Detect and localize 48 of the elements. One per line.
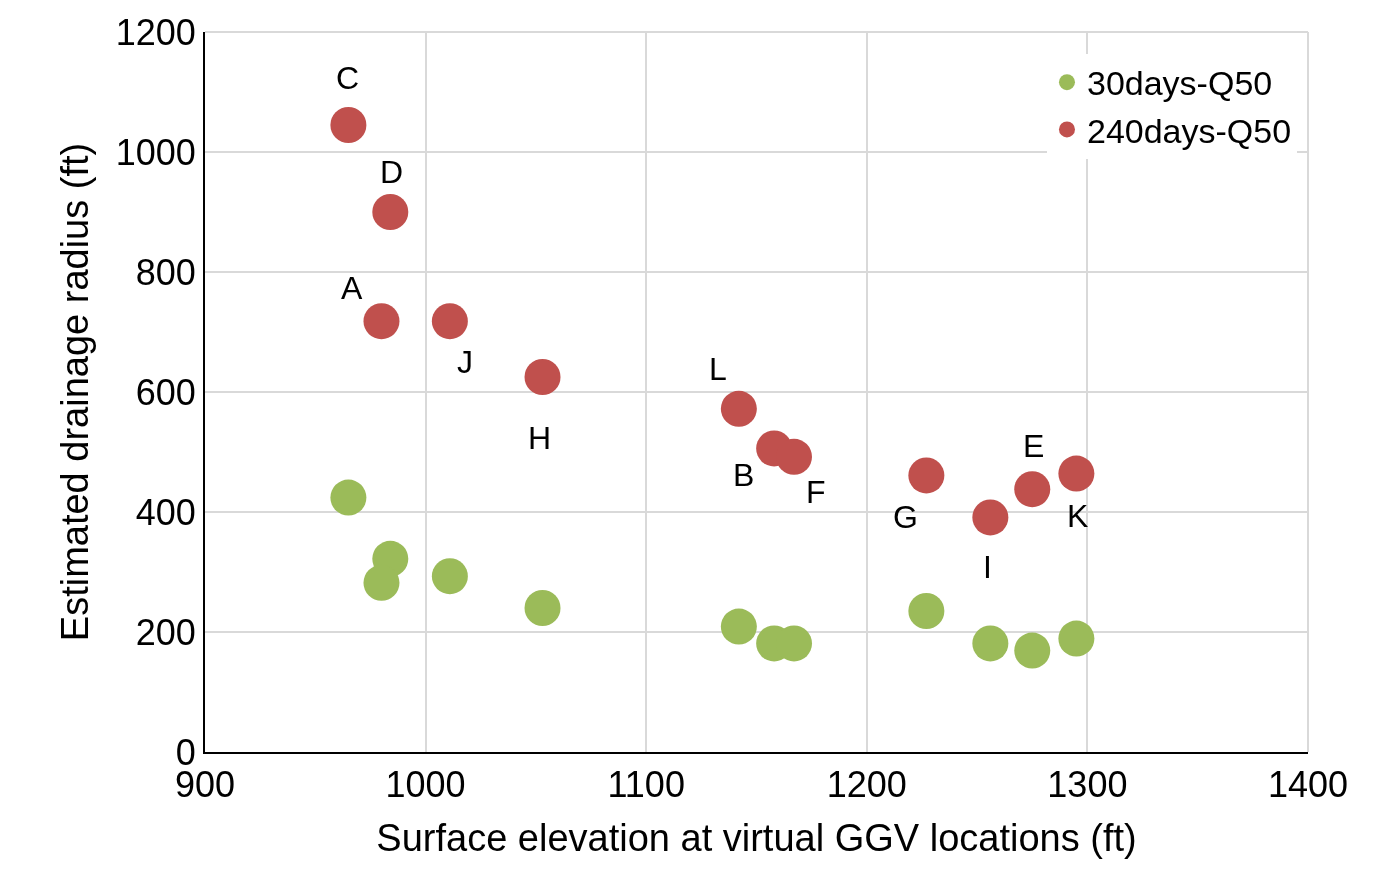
x-tick-label: 900 [174,764,236,806]
annotation: J [457,344,473,380]
x-tick-label: 1100 [607,764,685,806]
point [524,359,561,395]
point [363,564,400,601]
x-tick-label: 1300 [1047,764,1128,806]
y-tick-label: 1200 [115,11,196,53]
y-tick-label: 1000 [115,131,196,173]
y-tick-label: 400 [135,491,196,533]
annotation: G [893,499,918,535]
point [330,479,367,516]
y-axis-title: Estimated drainage radius (ft) [54,142,97,642]
annotation: K [1067,498,1089,534]
point [776,438,812,475]
point [1058,455,1095,492]
point [1014,471,1051,508]
legend-label: 30days-Q50 [1086,64,1273,103]
point [972,499,1009,536]
annotation: L [709,351,727,387]
annotation: E [1023,428,1045,464]
point [431,558,468,595]
x-axis-title: Surface elevation at virtual GGV locations (ft) [376,816,1137,859]
annotation: A [341,270,363,306]
annotation: I [983,549,992,585]
x-tick-label: 1000 [385,764,466,806]
y-tick-label: 200 [135,611,196,653]
point [372,194,409,230]
x-tick-label: 1400 [1267,764,1349,806]
annotation: B [733,457,755,493]
point [431,303,468,340]
annotation: H [528,420,552,456]
annotation: C [336,60,360,96]
point [330,107,367,143]
x-tick-label: 1200 [826,764,907,806]
legend-label: 240days-Q50 [1086,111,1292,150]
point [363,303,400,340]
point [1014,632,1051,669]
y-tick-label: 600 [135,371,196,413]
y-tick-label: 800 [135,251,196,293]
point [720,390,757,427]
point [908,457,945,494]
point [1058,620,1095,657]
point [908,593,945,629]
annotation: F [806,474,826,510]
point [524,590,561,626]
point [972,625,1009,662]
annotation: D [380,154,404,190]
point [720,608,757,645]
